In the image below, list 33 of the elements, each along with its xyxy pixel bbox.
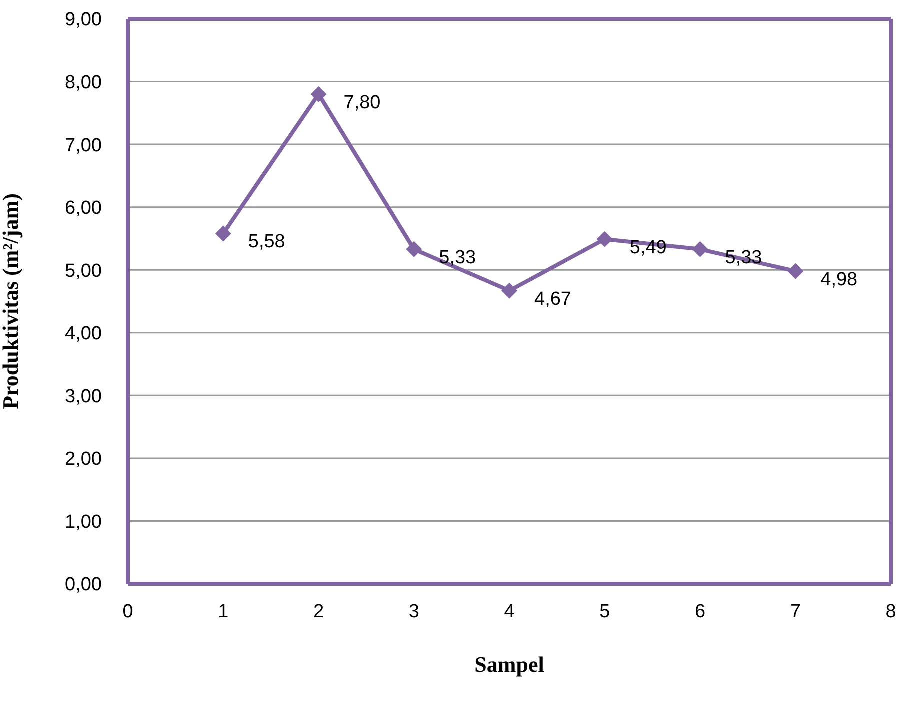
y-tick-label: 4,00 bbox=[65, 324, 102, 345]
y-tick-label: 0,00 bbox=[65, 574, 102, 596]
x-tick-label: 2 bbox=[313, 601, 324, 622]
y-tick-label: 7,00 bbox=[65, 135, 102, 156]
data-label: 5,33 bbox=[439, 247, 476, 268]
y-tick-label: 9,00 bbox=[65, 10, 102, 31]
x-axis-title: Sampel bbox=[474, 652, 544, 677]
x-tick-label: 7 bbox=[790, 601, 801, 622]
x-tick-label: 1 bbox=[218, 601, 229, 622]
y-tick-label: 2,00 bbox=[65, 449, 102, 470]
data-label: 5,58 bbox=[248, 232, 286, 253]
point bbox=[215, 226, 232, 242]
x-tick-label: 0 bbox=[122, 601, 134, 622]
y-tick-label: 8,00 bbox=[65, 72, 102, 94]
data-label: 7,80 bbox=[344, 92, 381, 114]
y-tick-label: 5,00 bbox=[65, 260, 102, 282]
point bbox=[502, 282, 518, 299]
point bbox=[692, 241, 708, 258]
x-tick-label: 3 bbox=[408, 601, 420, 622]
point bbox=[596, 231, 613, 248]
point bbox=[310, 86, 327, 102]
y-tick-label: 6,00 bbox=[65, 198, 102, 220]
point bbox=[788, 263, 804, 280]
y-tick-label: 1,00 bbox=[65, 512, 102, 533]
x-tick-label: 6 bbox=[694, 601, 706, 622]
y-tick-label: 3,00 bbox=[65, 386, 102, 408]
point bbox=[406, 241, 422, 258]
y-axis-title: Produktivitas (m²/jam) bbox=[0, 194, 23, 410]
data-label: 4,67 bbox=[534, 288, 572, 310]
x-tick-label: 4 bbox=[504, 601, 516, 622]
data-label: 4,98 bbox=[820, 269, 858, 290]
x-tick-label: 8 bbox=[886, 601, 896, 622]
x-tick-label: 5 bbox=[600, 601, 610, 622]
